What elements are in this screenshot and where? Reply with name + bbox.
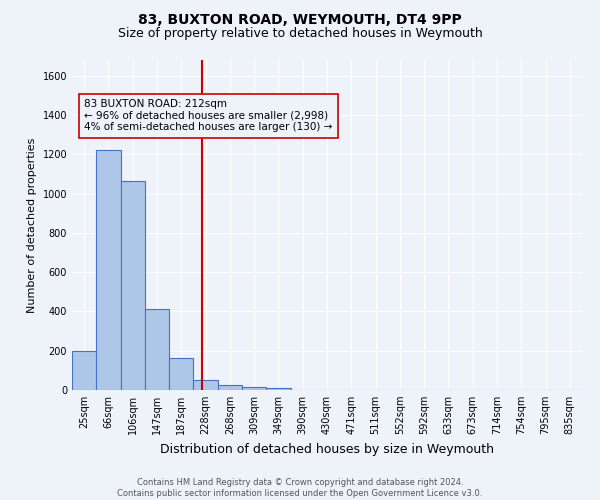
Bar bbox=[218, 386, 242, 390]
Text: 83 BUXTON ROAD: 212sqm
← 96% of detached houses are smaller (2,998)
4% of semi-d: 83 BUXTON ROAD: 212sqm ← 96% of detached… bbox=[85, 100, 333, 132]
Bar bbox=[266, 388, 290, 390]
Bar bbox=[145, 310, 169, 390]
Y-axis label: Number of detached properties: Number of detached properties bbox=[27, 138, 37, 312]
Text: 83, BUXTON ROAD, WEYMOUTH, DT4 9PP: 83, BUXTON ROAD, WEYMOUTH, DT4 9PP bbox=[138, 12, 462, 26]
Bar bbox=[96, 150, 121, 390]
Text: Contains HM Land Registry data © Crown copyright and database right 2024.
Contai: Contains HM Land Registry data © Crown c… bbox=[118, 478, 482, 498]
Text: Size of property relative to detached houses in Weymouth: Size of property relative to detached ho… bbox=[118, 28, 482, 40]
X-axis label: Distribution of detached houses by size in Weymouth: Distribution of detached houses by size … bbox=[160, 442, 494, 456]
Bar bbox=[169, 358, 193, 390]
Bar bbox=[72, 350, 96, 390]
Bar bbox=[242, 387, 266, 390]
Bar bbox=[121, 181, 145, 390]
Bar bbox=[193, 380, 218, 390]
